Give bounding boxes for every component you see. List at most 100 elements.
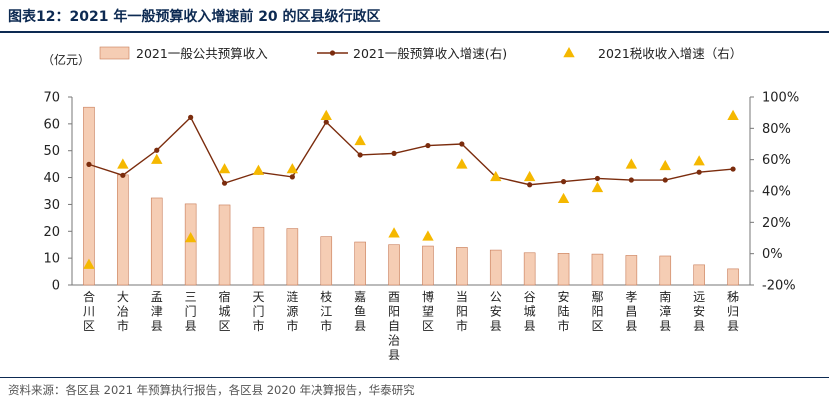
legend-line-label: 2021一般预算收入增速(右) [353,46,507,61]
line-point [120,172,126,178]
bar [150,197,163,286]
left-axis-unit: （亿元） [42,52,90,67]
category-label: 南漳县 [659,289,671,333]
tax-growth-point [151,153,163,164]
bar [422,245,434,286]
legend-bar-label: 2021一般公共预算收入 [136,46,268,61]
line-point [662,177,668,183]
tax-growth-point [422,230,434,241]
bar [117,174,129,286]
footer-rule [0,377,829,378]
bar [557,253,570,286]
category-label: 谷城县 [524,290,536,333]
legend: 2021一般公共预算收入 2021一般预算收入增速(右) 2021税收收入增速（右） [99,46,742,61]
category-label: 酉阳自治县 [388,290,400,362]
right-tick-label: -20% [762,279,796,294]
bar [320,236,333,286]
category-label: 天门市 [252,290,264,333]
category-label: 博望区 [422,289,434,333]
bar [388,244,400,286]
tax-growth-point [625,158,638,169]
tax-growth-point [354,134,366,146]
growth-line [88,116,734,186]
line-point [154,147,160,153]
bar [286,228,299,286]
category-label: 安陆市 [558,289,570,333]
line-point [357,152,363,158]
line-point [628,177,634,183]
legend-line-marker [329,50,336,56]
line-point [289,174,295,180]
bar [591,253,604,286]
line-series [86,114,736,188]
right-tick-label: 80% [762,122,791,137]
category-label: 当阳市 [456,290,468,333]
left-tick-label: 0 [52,279,60,294]
bar [659,255,672,286]
title-bar: 图表12：2021 年一般预算收入增速前 20 的区县级行政区 [0,0,829,30]
tax-growth-point [83,258,95,269]
right-tick-label: 0% [762,247,783,262]
category-label: 涟源市 [286,289,298,333]
category-label: 三门县 [185,290,197,333]
combo-chart: 0 10 20 30 40 50 60 70 -20% 0% 20% 40% 60% 80% 100% （亿元… [42,46,799,362]
line-point [391,150,397,156]
axis-labels: 0 10 20 30 40 50 60 70 -20% 0% 20% 40% 60% 80% 100% （亿元… [42,52,799,362]
category-label: 鄢阳区 [591,290,603,333]
line-point [459,141,465,147]
line-point [560,179,567,185]
category-label: 孟津县 [151,290,163,333]
category-label: 公安县 [490,290,502,333]
axes-group [68,96,754,286]
right-tick-label: 40% [762,185,791,200]
left-tick-label: 30 [43,198,60,213]
tax-growth-point [727,109,739,120]
left-tick-label: 10 [43,252,60,267]
left-tick-label: 20 [43,225,60,240]
line-point [594,175,601,182]
tax-growth-point [693,155,705,166]
right-tick-label: 20% [762,216,791,231]
bar [218,204,231,286]
category-label: 宿城区 [219,289,231,333]
legend-bar-swatch [99,46,130,60]
legend-tri-label: 2021税收收入增速（右） [598,46,742,61]
bar [83,106,95,286]
bar-series [83,106,739,286]
tax-growth-point [456,158,468,169]
tax-growth-point [523,170,536,182]
category-label: 秭归县 [727,290,739,333]
bar [693,264,705,286]
tax-growth-point [184,232,197,243]
line-point [86,161,92,167]
bar [625,255,638,286]
left-tick-label: 50 [43,144,60,159]
category-label: 嘉鱼县 [354,290,366,333]
line-point [730,166,736,172]
title-rule [0,31,829,33]
scatter-series [83,109,739,269]
bar [354,241,366,286]
tax-growth-point [117,158,129,169]
right-tick-label: 60% [762,153,791,168]
category-label: 合川区 [83,289,95,333]
tax-growth-point [286,163,299,174]
tax-growth-point [388,227,400,238]
line-point [425,142,431,149]
bar [523,252,536,286]
line-point [323,119,329,125]
tax-growth-point [659,159,671,171]
bar [489,249,502,286]
line-point [696,169,702,175]
category-label: 大冶市 [117,290,129,333]
bar [184,203,197,286]
category-label: 枝江市 [320,289,332,333]
bar [727,268,739,286]
chart-title: 图表12：2021 年一般预算收入增速前 20 的区县级行政区 [8,9,381,25]
category-label: 远安县 [693,290,705,333]
legend-tri-marker [563,47,575,58]
line-point [527,182,533,188]
tax-growth-point [252,164,265,175]
right-tick-label: 100% [762,91,799,106]
left-tick-label: 60 [43,117,60,132]
